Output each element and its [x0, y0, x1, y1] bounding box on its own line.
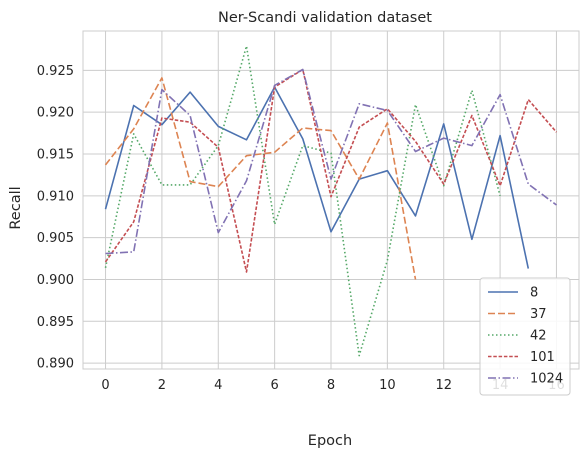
plot-frame [82, 30, 580, 370]
chart-title: Ner-Scandi validation dataset [218, 10, 432, 26]
y-tick-label: 0.920 [37, 106, 74, 121]
legend-label: 8 [530, 286, 538, 301]
legend-label: 42 [530, 329, 547, 344]
y-tick-label: 0.925 [37, 64, 74, 79]
y-tick-label: 0.915 [37, 147, 74, 162]
y-tick-label: 0.900 [37, 273, 74, 288]
legend-label: 37 [530, 307, 547, 322]
series-line-42 [104, 45, 501, 357]
x-axis-label: Epoch [308, 433, 352, 449]
x-tick-label: 10 [379, 378, 396, 393]
x-tick-label: 12 [435, 378, 452, 393]
x-tick-label: 2 [158, 378, 166, 393]
x-tick-label: 6 [270, 378, 278, 393]
series-line-101 [104, 68, 558, 273]
legend: 8 37 42 101 1024 [479, 277, 571, 396]
y-tick-label: 0.910 [37, 189, 74, 204]
y-tick-label: 0.895 [37, 315, 74, 330]
x-tick-label: 0 [101, 378, 109, 393]
y-axis-label: Recall [8, 186, 24, 229]
series-line-37 [104, 77, 417, 280]
x-tick-label: 8 [327, 378, 335, 393]
y-tick-labels: 0.890 0.895 0.900 0.905 0.910 0.915 0.920 0.925 [37, 64, 74, 372]
series-line-8 [104, 86, 530, 269]
series-line-1024 [105, 68, 557, 255]
legend-items: 8 37 42 101 1024 [488, 286, 563, 387]
y-tick-label: 0.905 [37, 231, 74, 246]
legend-frame [479, 277, 571, 396]
legend-label: 101 [530, 350, 555, 365]
y-tick-label: 0.890 [37, 357, 74, 372]
x-tick-label: 4 [214, 378, 222, 393]
legend-label: 1024 [530, 372, 563, 387]
series-layer [104, 45, 558, 357]
